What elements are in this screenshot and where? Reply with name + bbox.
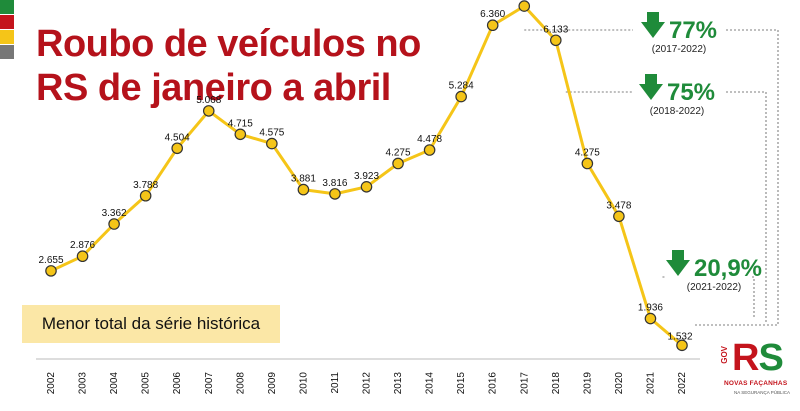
callout-75-range: (2018-2022) [649,106,705,117]
flag-stripe-gray [0,45,14,59]
down-arrow-icon [638,73,663,100]
data-label: 4.478 [417,134,442,145]
data-label: 6.360 [480,9,505,20]
x-tick-label: 2016 [488,372,499,395]
data-label: 1.936 [638,303,663,314]
data-point [139,189,152,202]
logo-s: S [758,337,783,379]
data-label: 3.478 [606,200,631,211]
data-point [644,312,657,325]
data-label: 6.133 [543,24,568,35]
callout-209: 20,9% (2021-2022) [660,249,768,293]
data-label: 4.275 [575,147,600,158]
x-tick-label: 2006 [172,372,183,395]
data-point [423,144,436,156]
x-tick-label: 2007 [204,372,215,395]
rs-logo: GOV RS NOVAS FAÇANHAS NA SEGURANÇA PÚBLI… [720,338,790,404]
data-point [108,218,120,230]
data-label: 2.876 [70,240,95,251]
x-tick-label: 2022 [677,372,688,395]
data-label: 3.881 [291,174,316,185]
data-point [329,188,341,200]
chart-title: Roubo de veículos no RS de janeiro a abr… [36,23,421,109]
data-label: 1.532 [667,331,692,342]
callout-77-pct: 77% [668,17,718,44]
data-point [76,250,89,263]
data-point [266,137,278,150]
data-point [676,339,688,352]
data-point [360,181,373,193]
data-point [234,128,247,141]
callout-77-range: (2017-2022) [651,44,707,55]
data-point [549,34,562,47]
callout-209-pct: 20,9% [693,255,763,282]
logo-subtitle: NA SEGURANÇA PÚBLICA [734,390,791,395]
data-point [486,19,499,32]
data-label: 4.715 [228,118,253,129]
logo-rs-text: RS [732,337,784,379]
x-tick-label: 2021 [645,372,656,395]
x-tick-label: 2019 [582,372,593,395]
data-label: 2.655 [38,255,63,266]
data-label: 5.284 [449,81,474,92]
callout-75-pct: 75% [666,79,716,106]
down-arrow-icon [665,249,690,276]
data-point [202,105,215,117]
data-point [455,90,467,103]
logo-slogan: NOVAS FAÇANHAS [724,380,788,387]
data-label: 3.923 [354,171,379,182]
data-label: 3.788 [133,180,158,191]
x-tick-label: 2004 [109,372,120,395]
logo-gov-text: GOV [720,346,729,364]
data-point [392,157,404,170]
data-label: 6.649 [512,0,537,1]
data-label: 3.816 [322,178,347,189]
data-point [518,0,531,12]
callout-77-connector [524,29,779,326]
data-label: 4.575 [259,128,284,139]
callout-209-connector [662,276,755,319]
flag-stripe-red [0,15,14,29]
x-tick-label: 2020 [614,372,625,395]
x-tick-label: 2002 [46,372,57,395]
logo-r: R [732,337,759,379]
x-tick-label: 2003 [78,372,89,395]
data-label: 4.504 [165,132,190,143]
data-label: 5.068 [196,95,221,106]
lowest-total-note: Menor total da série histórica [22,305,280,343]
callout-77: 77% (2017-2022) [634,11,724,55]
callout-75: 75% (2018-2022) [632,73,722,117]
x-tick-label: 2015 [456,372,467,395]
data-point [171,142,183,155]
data-label: 4.275 [386,147,411,158]
x-tick-label: 2017 [519,372,530,395]
x-tick-label: 2012 [362,372,373,395]
x-tick-label: 2018 [551,372,562,395]
x-tick-label: 2005 [141,372,152,395]
data-point [297,183,310,196]
x-tick-label: 2011 [330,372,341,394]
x-tick-label: 2008 [235,372,246,395]
flag-stripe-green [0,0,14,14]
data-point [581,157,594,170]
data-label: 3.362 [102,208,127,219]
x-tick-label: 2014 [425,372,436,395]
data-point [45,265,57,277]
x-tick-label: 2010 [298,372,309,395]
flag-stripe-yellow [0,30,14,44]
x-tick-label: 2013 [393,372,404,395]
down-arrow-icon [640,11,665,38]
x-tick-label: 2009 [267,372,278,395]
callout-209-range: (2021-2022) [686,282,742,293]
data-point [613,210,625,223]
callout-75-connector [565,91,767,322]
